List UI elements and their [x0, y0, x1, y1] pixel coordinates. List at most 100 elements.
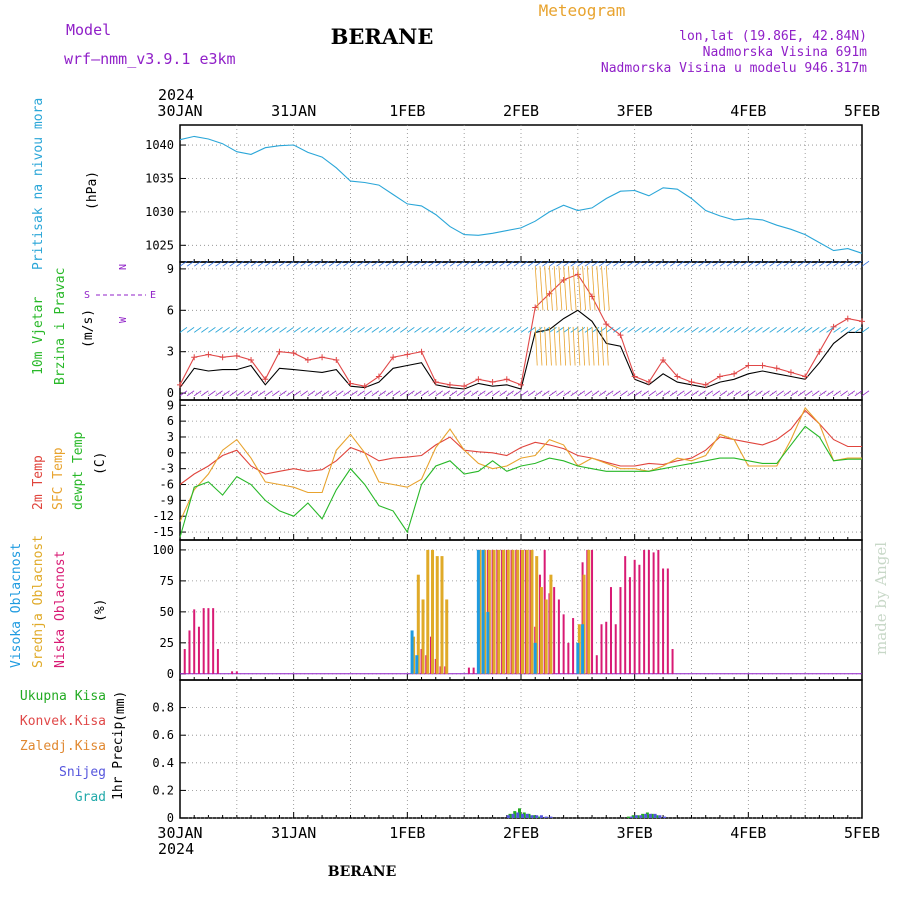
wind-arrow	[627, 327, 635, 333]
wind-gust-mark	[560, 276, 567, 283]
precip-legend-item: Grad	[75, 790, 106, 805]
wind-arrow	[833, 327, 841, 333]
wind-arrow	[669, 390, 678, 397]
pressure-ytick-label: 1025	[145, 238, 174, 252]
wind-panel: 0 3 6 9	[167, 260, 870, 401]
wind-arrow	[596, 266, 601, 311]
wind-gust-mark	[518, 381, 524, 388]
wind-arrow	[435, 327, 443, 333]
cloud-high-bar	[476, 549, 480, 674]
wind-arrow	[776, 390, 784, 397]
precip-legend-item: Ukupna Kisa	[20, 689, 106, 704]
wind-gust-mark	[617, 332, 624, 339]
cloud-mid-bar	[506, 549, 510, 674]
wind-arrow	[601, 326, 604, 366]
precip-snow-bar	[663, 816, 667, 818]
wind-arrow	[428, 327, 436, 333]
cloud-mid-bar	[502, 549, 506, 674]
precip-snow-bar	[544, 816, 548, 818]
cloud-low-bar	[591, 549, 594, 674]
wind-arrow	[854, 327, 863, 333]
wind-arrow	[222, 327, 230, 333]
wind-arrow	[527, 327, 536, 333]
cloud-low-bar	[562, 614, 565, 674]
wind-arrow	[364, 327, 372, 333]
wind-arrow	[691, 260, 699, 267]
wind-arrow	[812, 327, 820, 333]
cloud-low-bar	[628, 577, 631, 674]
precip-snow-bar	[516, 812, 520, 818]
wind-arrow	[534, 327, 543, 333]
wind-arrow	[584, 327, 593, 333]
temp2m-line	[179, 409, 862, 485]
wind-arrow	[286, 390, 294, 397]
temp-ylabel-dewpt: dewpt Temp	[71, 432, 86, 510]
wind-arrow	[634, 260, 642, 267]
compass-rose: N W E S	[84, 264, 156, 323]
precip-total-bar	[641, 813, 645, 818]
temperature-panel: 9 6 3 0 -3 -6-9 -12 -15	[152, 398, 863, 541]
wind-arrow	[471, 260, 479, 267]
cloud-low-bar	[197, 626, 200, 674]
dewpoint-line	[179, 425, 862, 538]
wind-arrow	[719, 390, 728, 397]
wind-arrow	[755, 260, 763, 267]
wind-arrow	[712, 260, 721, 267]
time-label-bottom: 4FEB	[730, 824, 766, 842]
cloud-high-bar	[410, 630, 414, 674]
wind-ylabel: 10m Vjetar	[31, 297, 46, 375]
wind-arrow	[542, 327, 550, 333]
model-elevation-label: Nadmorska Visina u modelu 946.317m	[601, 61, 867, 76]
wind-gust-mark	[361, 383, 368, 390]
wind-arrow	[378, 327, 387, 333]
wind-arrow	[186, 327, 195, 333]
model-label: Model	[66, 21, 111, 39]
precip-ytick-label: 0	[167, 811, 174, 825]
wind-arrow	[343, 327, 351, 333]
wind-arrow	[279, 390, 287, 397]
cloud-high-bar	[581, 624, 585, 674]
wind-arrow	[243, 327, 252, 333]
wind-arrow	[577, 390, 586, 397]
compass-north: N	[118, 264, 129, 270]
wind-arrow	[705, 390, 713, 397]
time-label-bottom: 2FEB	[503, 824, 539, 842]
cloud-low-bar	[643, 549, 646, 674]
wind-arrow	[691, 390, 699, 397]
wind-arrow	[421, 327, 429, 333]
precip-snow-bar	[539, 815, 543, 818]
wind-arrow	[733, 260, 742, 267]
wind-gust-mark	[446, 381, 453, 388]
cloud-low-bar	[212, 608, 215, 674]
wind-arrow	[229, 260, 237, 267]
wind-arrow	[684, 390, 692, 397]
wind-arrow	[208, 260, 216, 267]
wind-arrow	[854, 390, 863, 397]
cloud-low-bar	[231, 671, 234, 674]
wind-gust-mark	[787, 369, 794, 376]
wind-arrow	[539, 266, 544, 311]
wind-arrow	[236, 327, 245, 333]
wind-arrow	[804, 260, 813, 267]
cloud-mid-bar	[587, 549, 591, 674]
wind-arrow	[627, 260, 635, 267]
wind-arrow	[321, 260, 330, 267]
wind-arrow	[596, 326, 600, 366]
cloud-low-bar	[633, 559, 636, 674]
wind-arrow	[357, 390, 365, 397]
wind-arrow	[833, 260, 841, 267]
cloud-mid-bar	[421, 599, 425, 674]
compass-west: W	[118, 316, 129, 323]
time-label-bottom: 3FEB	[617, 824, 653, 842]
cloud-ytick-label: 50	[160, 605, 174, 619]
cloud-ylabel-mid: Srednja Oblacnost	[31, 535, 46, 668]
wind-arrow	[300, 390, 309, 397]
wind-arrow	[485, 260, 493, 267]
wind-arrow	[662, 390, 671, 397]
wind-gust-mark	[404, 351, 411, 358]
wind-arrow	[385, 327, 394, 333]
wind-arrow	[567, 266, 572, 311]
wind-arrow	[591, 326, 595, 366]
wind-arrow	[257, 327, 266, 333]
wind-gust-mark	[688, 379, 695, 386]
